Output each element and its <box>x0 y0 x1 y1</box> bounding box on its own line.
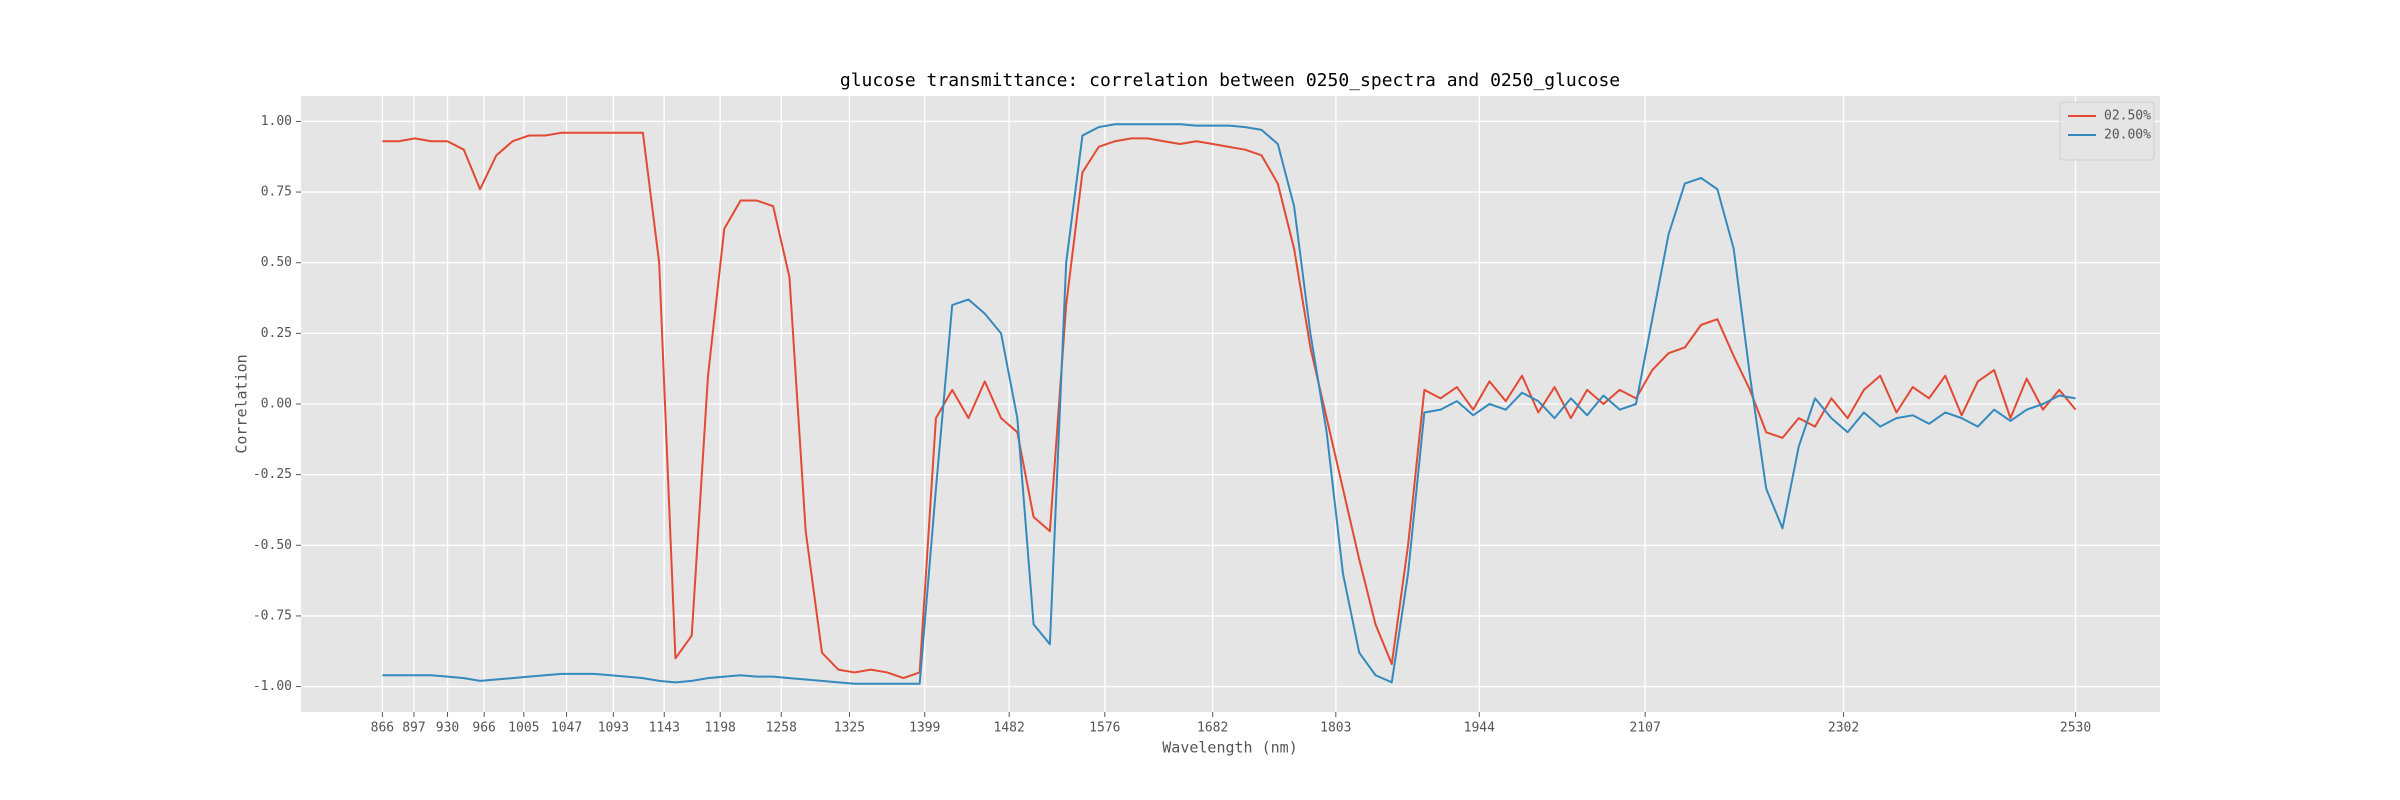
labels: glucose transmittance: correlation betwe… <box>233 70 2092 757</box>
y-tick-label: 0.25 <box>261 326 292 341</box>
x-tick-label: 1399 <box>909 721 940 736</box>
x-tick-label: 1803 <box>1320 721 1351 736</box>
x-tick-label: 897 <box>402 721 425 736</box>
x-tick-label: 2530 <box>2060 721 2091 736</box>
x-tick-label: 1198 <box>705 721 736 736</box>
line-series <box>382 123 2076 685</box>
x-tick-label: 1682 <box>1197 721 1228 736</box>
x-tick-label: 930 <box>436 721 459 736</box>
legend-label: 20.00% <box>2104 128 2151 143</box>
legend: 02.50% 20.00% <box>2059 101 2155 161</box>
y-tick-label: 0.00 <box>261 397 292 412</box>
x-tick-label: 966 <box>472 721 495 736</box>
x-tick-label: 1482 <box>994 721 1025 736</box>
x-tick-label: 866 <box>371 721 394 736</box>
x-axis-label: Wavelength (nm) <box>1162 739 1297 757</box>
y-tick-label: -1.00 <box>253 679 292 694</box>
x-tick-label: 1093 <box>598 721 629 736</box>
x-tick-label: 1005 <box>508 721 539 736</box>
y-tick-label: 1.00 <box>261 114 292 129</box>
y-tick-label: -0.75 <box>253 608 292 623</box>
x-tick-label: 2302 <box>1828 721 1859 736</box>
y-axis-label: Correlation <box>233 354 251 453</box>
y-tick-label: -0.25 <box>253 467 292 482</box>
grid <box>296 96 2160 717</box>
y-tick-label: 0.75 <box>261 185 292 200</box>
chart-title: glucose transmittance: correlation betwe… <box>840 70 1620 91</box>
x-tick-label: 1143 <box>649 721 680 736</box>
y-tick-label: 0.50 <box>261 255 292 270</box>
x-tick-label: 1258 <box>766 721 797 736</box>
x-tick-label: 2107 <box>1629 721 1660 736</box>
x-tick-label: 1325 <box>834 721 865 736</box>
x-tick-label: 1576 <box>1089 721 1120 736</box>
x-tick-label: 1944 <box>1464 721 1495 736</box>
lines <box>382 123 2077 685</box>
line-series <box>382 131 2077 680</box>
y-tick-label: -0.50 <box>253 538 292 553</box>
legend-label: 02.50% <box>2104 109 2151 124</box>
x-tick-label: 1047 <box>551 721 582 736</box>
